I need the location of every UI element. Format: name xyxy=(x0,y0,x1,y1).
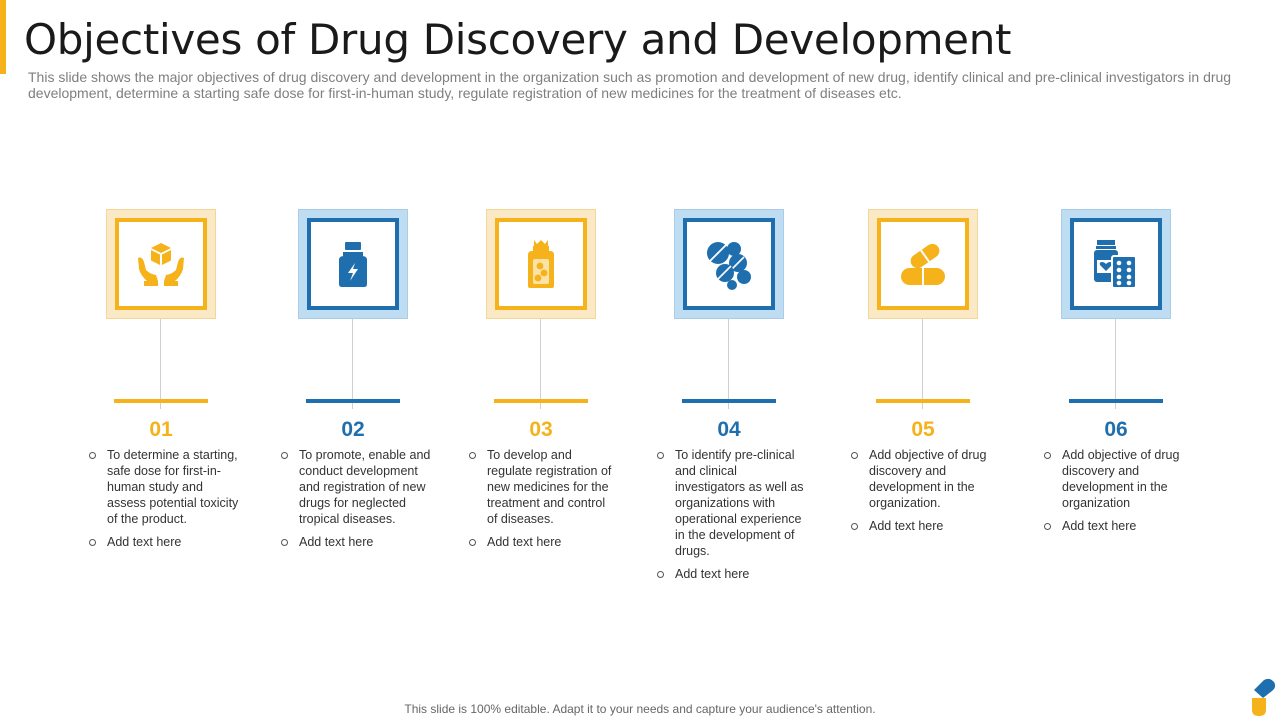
bullet-icon xyxy=(657,452,664,459)
objective-number: 06 xyxy=(1104,418,1128,441)
timeline-bar xyxy=(682,399,776,403)
objective-number: 02 xyxy=(341,418,365,441)
connector-line xyxy=(160,319,161,409)
capsules-icon xyxy=(901,243,945,285)
bullet-icon xyxy=(469,452,476,459)
connector-line xyxy=(1115,319,1116,409)
objective-list: To promote, enable and conduct developme… xyxy=(281,447,431,557)
brand-logo-icon xyxy=(1252,678,1276,716)
connector-line xyxy=(922,319,923,409)
bullet-icon xyxy=(469,539,476,546)
objective-list: Add objective of drug discovery and deve… xyxy=(851,447,1001,541)
icon-frame xyxy=(1061,209,1171,319)
list-item: Add text here xyxy=(281,534,431,550)
medicine-pack-icon xyxy=(1094,240,1137,289)
objective-list: Add objective of drug discovery and deve… xyxy=(1044,447,1194,541)
objective-list: To determine a starting, safe dose for f… xyxy=(89,447,239,557)
medicine-bottle-icon xyxy=(339,242,367,287)
objective-number: 01 xyxy=(149,418,173,441)
tablets-icon xyxy=(707,242,751,290)
timeline-bar xyxy=(306,399,400,403)
bullet-icon xyxy=(851,523,858,530)
list-item: Add objective of drug discovery and deve… xyxy=(851,447,1001,511)
list-item: Add text here xyxy=(851,518,1001,534)
bullet-icon xyxy=(281,539,288,546)
timeline-bar xyxy=(114,399,208,403)
timeline-bar xyxy=(494,399,588,403)
bullet-icon xyxy=(657,571,664,578)
objective-card-02: 02 To promote, enable and conduct develo… xyxy=(253,209,451,629)
objective-number: 04 xyxy=(717,418,741,441)
objective-card-01: 01 To determine a starting, safe dose fo… xyxy=(61,209,259,629)
page-title: Objectives of Drug Discovery and Develop… xyxy=(24,15,1012,64)
hands-box-icon xyxy=(138,243,184,286)
objective-list: To develop and regulate registration of … xyxy=(469,447,619,557)
list-item: Add objective of drug discovery and deve… xyxy=(1044,447,1194,511)
objective-card-03: 03 To develop and regulate registration … xyxy=(441,209,639,629)
list-item: Add text here xyxy=(1044,518,1194,534)
timeline-bar xyxy=(1069,399,1163,403)
list-item: Add text here xyxy=(469,534,619,550)
list-item: To develop and regulate registration of … xyxy=(469,447,619,527)
connector-line xyxy=(352,319,353,409)
bullet-icon xyxy=(89,539,96,546)
bullet-icon xyxy=(1044,523,1051,530)
icon-frame xyxy=(674,209,784,319)
list-item: To promote, enable and conduct developme… xyxy=(281,447,431,527)
list-item: Add text here xyxy=(89,534,239,550)
footer-note: This slide is 100% editable. Adapt it to… xyxy=(404,702,876,716)
icon-frame xyxy=(106,209,216,319)
pill-bottle-icon xyxy=(528,240,554,288)
list-item: To determine a starting, safe dose for f… xyxy=(89,447,239,527)
connector-line xyxy=(540,319,541,409)
title-accent-bar xyxy=(0,0,6,74)
bullet-icon xyxy=(89,452,96,459)
icon-frame xyxy=(298,209,408,319)
timeline-bar xyxy=(876,399,970,403)
objective-number: 03 xyxy=(529,418,553,441)
connector-line xyxy=(728,319,729,409)
objective-number: 05 xyxy=(911,418,935,441)
objective-card-06: 06 Add objective of drug discovery and d… xyxy=(1016,209,1214,629)
bullet-icon xyxy=(851,452,858,459)
list-item: To identify pre-clinical and clinical in… xyxy=(657,447,807,559)
bullet-icon xyxy=(281,452,288,459)
icon-frame xyxy=(486,209,596,319)
list-item: Add text here xyxy=(657,566,807,582)
bullet-icon xyxy=(1044,452,1051,459)
objective-card-04: 04 To identify pre-clinical and clinical… xyxy=(629,209,827,629)
objective-card-05: 05 Add objective of drug discovery and d… xyxy=(823,209,1021,629)
page-subtitle: This slide shows the major objectives of… xyxy=(28,69,1232,101)
icon-frame xyxy=(868,209,978,319)
objective-list: To identify pre-clinical and clinical in… xyxy=(657,447,807,589)
